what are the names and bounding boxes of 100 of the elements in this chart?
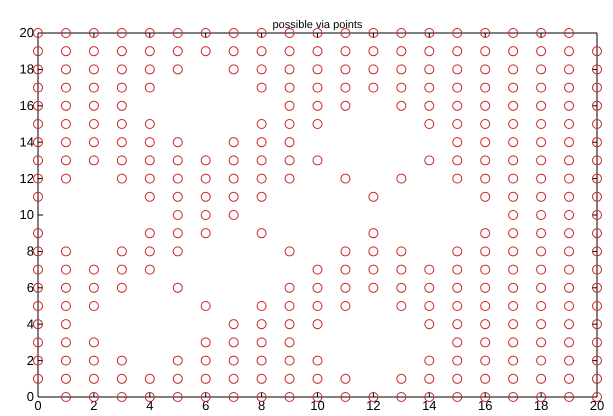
point [508, 282, 518, 293]
point [508, 392, 518, 402]
y-tick-label: 18 [20, 62, 34, 77]
point [116, 100, 127, 111]
point [284, 118, 295, 130]
point [508, 337, 518, 348]
point [32, 356, 44, 366]
point [452, 137, 462, 148]
point [340, 46, 350, 56]
point [452, 82, 462, 93]
point [592, 300, 602, 312]
point [480, 337, 490, 348]
point [564, 155, 574, 166]
point [88, 374, 99, 384]
point [452, 356, 462, 366]
point [60, 319, 71, 330]
point [592, 46, 602, 56]
point [88, 64, 99, 74]
point [144, 46, 155, 56]
point [340, 174, 350, 184]
point [312, 300, 323, 312]
point [312, 356, 323, 366]
point [32, 155, 44, 166]
point [396, 82, 406, 93]
point [60, 246, 71, 256]
point [228, 210, 239, 220]
point [32, 228, 44, 238]
point [592, 264, 602, 275]
point [284, 174, 295, 184]
point [536, 28, 546, 38]
point [284, 319, 295, 330]
point [480, 46, 490, 56]
point [480, 319, 490, 330]
point [60, 282, 71, 293]
point [144, 246, 155, 256]
point [88, 282, 99, 293]
point [32, 100, 44, 111]
chart-title: possible via points [272, 19, 363, 31]
point [172, 174, 183, 184]
point [592, 210, 602, 220]
point [228, 319, 239, 330]
point [256, 192, 267, 202]
point [88, 46, 99, 56]
point [508, 174, 518, 184]
point [256, 356, 267, 366]
point [228, 174, 239, 184]
point [116, 118, 127, 130]
point [592, 174, 602, 184]
point [256, 46, 267, 56]
point [536, 46, 546, 56]
point [60, 137, 71, 148]
y-tick-label: 16 [20, 98, 34, 113]
point [396, 28, 406, 38]
point [424, 300, 434, 312]
point [172, 356, 183, 366]
point [452, 64, 462, 74]
point [32, 264, 44, 275]
point [312, 82, 323, 93]
point [592, 64, 602, 74]
point [536, 192, 546, 202]
point [312, 264, 323, 275]
point [144, 82, 155, 93]
point [452, 246, 462, 256]
point [88, 82, 99, 93]
point [368, 246, 378, 256]
point [228, 356, 239, 366]
point [424, 282, 434, 293]
point [340, 82, 350, 93]
point [424, 46, 434, 56]
point [312, 64, 323, 74]
point [368, 82, 378, 93]
point [396, 100, 406, 111]
x-tick-label: 20 [590, 398, 604, 414]
point [200, 174, 211, 184]
point [508, 137, 518, 148]
point [536, 174, 546, 184]
point [536, 319, 546, 330]
point [396, 174, 406, 184]
point [116, 64, 127, 74]
point [564, 46, 574, 56]
point [536, 118, 546, 130]
point [592, 118, 602, 130]
point [144, 118, 155, 130]
point [536, 282, 546, 293]
point [116, 246, 127, 256]
point [396, 246, 406, 256]
point [256, 64, 267, 74]
point [452, 300, 462, 312]
point [144, 174, 155, 184]
point [396, 374, 406, 384]
point [368, 64, 378, 74]
point [424, 64, 434, 74]
point [116, 356, 127, 366]
point [424, 356, 434, 366]
point [144, 374, 155, 384]
point [144, 192, 155, 202]
point [536, 264, 546, 275]
point [368, 228, 378, 238]
point [424, 374, 434, 384]
point [508, 155, 518, 166]
